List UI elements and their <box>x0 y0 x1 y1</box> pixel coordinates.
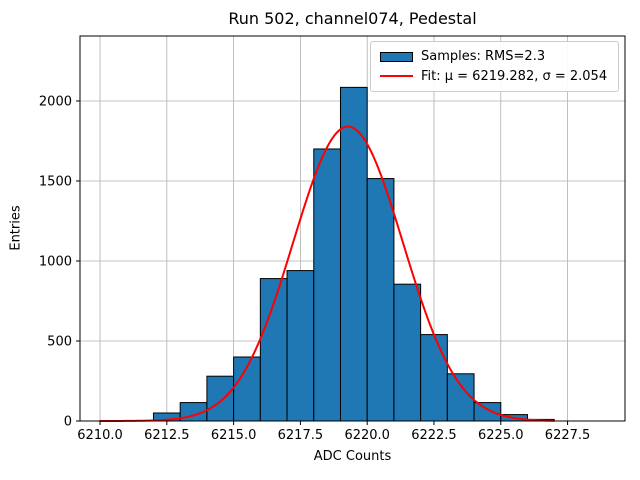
y-tick-label: 1500 <box>39 174 72 189</box>
legend-label-samples: Samples: RMS=2.3 <box>421 49 546 65</box>
x-tick-label: 6212.5 <box>144 428 190 443</box>
axes-frame <box>79 35 626 422</box>
y-tick-label: 500 <box>47 334 72 349</box>
histogram-bar <box>446 373 475 422</box>
histogram-bar <box>206 375 235 422</box>
fit-curve <box>99 125 556 422</box>
x-tick-label: 6227.5 <box>545 428 591 443</box>
y-tick-label: 1000 <box>39 254 72 269</box>
x-tick-label: 6217.5 <box>278 428 324 443</box>
histogram-bar <box>420 334 448 422</box>
chart-title: Run 502, channel074, Pedestal <box>228 9 477 28</box>
legend-item-fit: Fit: μ = 6219.282, σ = 2.054 <box>380 69 609 84</box>
histogram-bar <box>393 283 422 422</box>
x-axis-label: ADC Counts <box>313 449 392 464</box>
y-tick-label: 0 <box>64 415 72 430</box>
histogram-bar <box>259 278 288 422</box>
legend-label-fit: Fit: μ = 6219.282, σ = 2.054 <box>421 68 608 84</box>
histogram-bar <box>366 178 395 422</box>
fit-line-swatch-icon <box>380 75 413 78</box>
y-tick-label: 2000 <box>39 94 72 109</box>
histogram-bar <box>286 270 315 422</box>
x-tick-label: 6222.5 <box>411 428 457 443</box>
legend: Samples: RMS=2.3 Fit: μ = 6219.282, σ = … <box>370 41 619 92</box>
x-tick-label: 6225.0 <box>478 428 524 443</box>
x-tick-label: 6210.0 <box>77 428 123 443</box>
histogram-bar <box>313 148 341 422</box>
legend-item-samples: Samples: RMS=2.3 <box>380 49 609 64</box>
x-tick-label: 6220.0 <box>344 428 390 443</box>
x-tick-label: 6215.0 <box>211 428 257 443</box>
histogram-bar <box>473 402 502 422</box>
histogram-swatch-icon <box>380 51 413 62</box>
